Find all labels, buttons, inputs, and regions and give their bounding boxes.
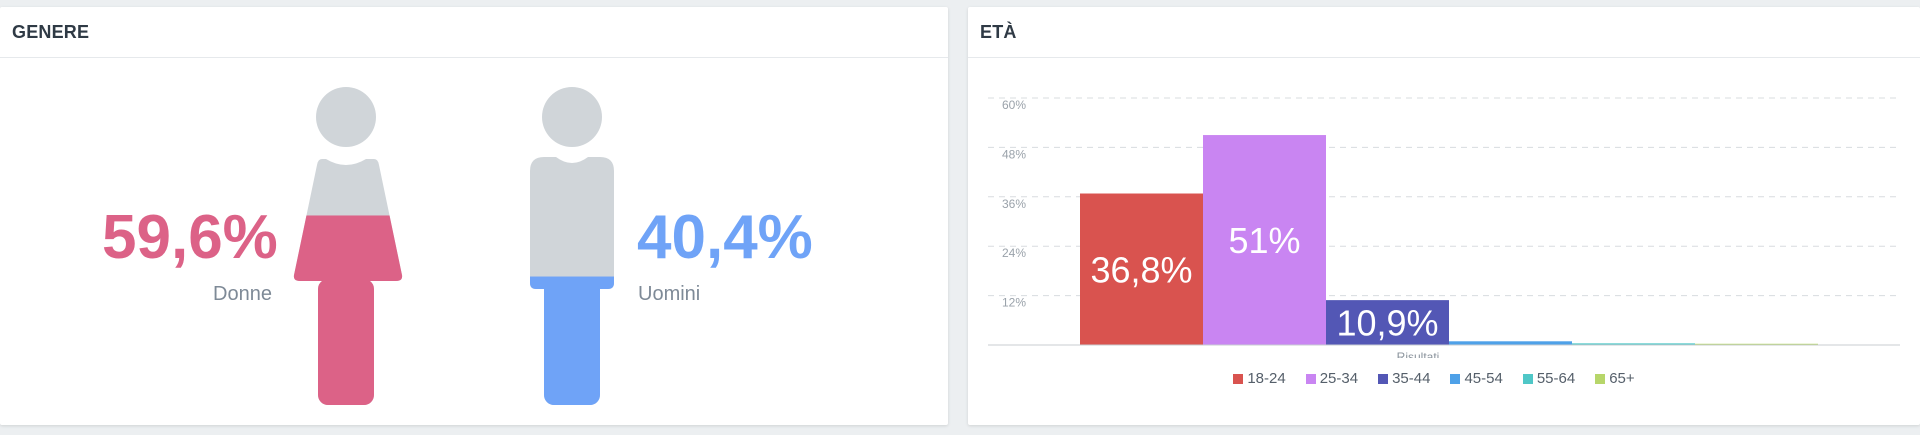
bar-65+[interactable]	[1695, 343, 1818, 345]
men-label: Uomini	[638, 283, 701, 305]
legend-item-65+[interactable]: 65+	[1595, 370, 1635, 387]
legend-swatch	[1378, 373, 1389, 384]
bar-data-label: 10,9%	[1336, 303, 1438, 344]
y-tick-label: 48%	[1002, 147, 1026, 161]
legend-label: 55-64	[1536, 370, 1576, 387]
men-percentage: 40,4%	[637, 203, 813, 272]
legend-label: 45-54	[1464, 370, 1503, 387]
legend-swatch	[1305, 373, 1316, 384]
legend-swatch	[1595, 373, 1606, 384]
legend-item-18-24[interactable]: 18-24	[1233, 370, 1286, 387]
legend-label: 18-24	[1247, 370, 1286, 387]
bar-45-54[interactable]	[1449, 341, 1572, 345]
legend-item-55-64[interactable]: 55-64	[1522, 370, 1576, 387]
legend-label: 35-44	[1392, 370, 1431, 387]
legend-item-35-44[interactable]: 35-44	[1378, 370, 1430, 387]
y-tick-label: 60%	[1002, 98, 1026, 112]
x-axis-label: Risultati	[1397, 350, 1440, 358]
gender-card-header: GENERE	[0, 7, 948, 58]
bar-55-64[interactable]	[1572, 343, 1695, 345]
age-card-header: ETÀ	[968, 7, 1920, 58]
legend-swatch	[1522, 373, 1533, 384]
age-card: ETÀ 12% 24% 36% 48% 60% 36,8% 51% 10,9% Risult…	[968, 7, 1920, 425]
woman-figure-fill	[293, 215, 403, 405]
man-figure-icon	[530, 87, 614, 405]
gender-card: GENERE 59,6% Donne	[0, 7, 948, 425]
chart-legend: 18-24 25-34 35-44 45-54 55-64 65+	[968, 370, 1920, 387]
legend-swatch	[1233, 373, 1244, 384]
legend-label: 25-34	[1319, 370, 1359, 387]
legend-label: 65+	[1609, 370, 1635, 387]
y-tick-label: 12%	[1002, 296, 1026, 310]
y-tick-label: 24%	[1002, 246, 1026, 260]
legend-item-45-54[interactable]: 45-54	[1450, 370, 1503, 387]
women-label: Donne	[213, 283, 272, 305]
age-card-title: ETÀ	[980, 21, 1017, 42]
bar-25-34[interactable]	[1203, 135, 1326, 345]
legend-item-25-34[interactable]: 25-34	[1305, 370, 1359, 387]
gender-card-title: GENERE	[12, 21, 90, 42]
woman-figure-icon	[293, 87, 403, 405]
bar-35-44[interactable]	[1326, 300, 1449, 345]
legend-swatch	[1450, 373, 1461, 384]
age-bar-chart: 12% 24% 36% 48% 60% 36,8% 51% 10,9% Risultati	[988, 97, 1900, 358]
bar-data-label: 51%	[1228, 220, 1300, 261]
bar-data-label: 36,8%	[1090, 249, 1192, 290]
bar-18-24[interactable]	[1080, 193, 1203, 345]
man-figure-fill	[530, 276, 614, 405]
women-percentage: 59,6%	[102, 203, 278, 272]
y-tick-label: 36%	[1002, 197, 1026, 211]
